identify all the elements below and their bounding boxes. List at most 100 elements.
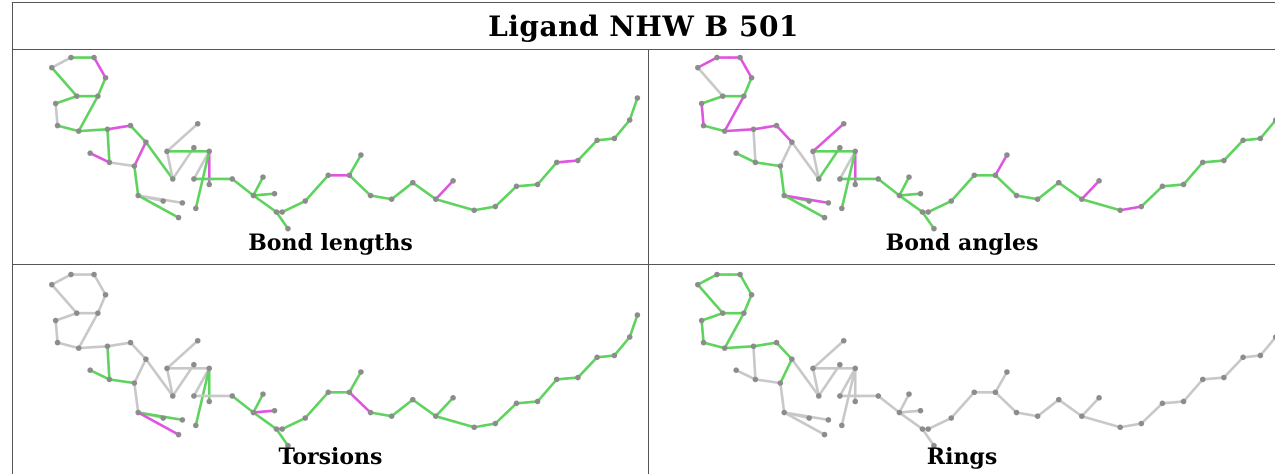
atom-marker [179,417,186,423]
atom-marker [250,409,257,416]
atom-marker [534,398,541,405]
atom-marker [931,225,937,232]
atom-marker [279,209,286,215]
atom-marker [781,409,787,416]
atom-marker [358,152,364,158]
atom-marker [143,356,149,362]
atom-marker [810,365,816,372]
bond-line [1080,414,1103,424]
atom-marker [719,310,726,316]
atom-marker [75,128,82,134]
atom-marker [1221,157,1227,164]
atom-marker [54,122,61,129]
atom-marker [160,198,166,204]
atom-marker [781,192,787,199]
atom-marker [752,159,759,166]
atom-marker [553,159,560,166]
atom-marker [839,205,845,212]
bond-line [315,173,330,190]
bond-line [171,162,185,181]
atom-marker [160,415,166,421]
atom-marker [1117,424,1123,431]
atom-marker [821,431,828,438]
bond-line [804,159,821,181]
atom-marker [358,369,364,375]
bond-line [62,297,79,315]
atom-marker [1013,409,1020,416]
atom-marker [1055,179,1062,186]
caption-rings: Rings [926,444,998,470]
bond-line [136,411,160,425]
atom-marker [906,391,912,397]
atom-marker [260,391,266,397]
bond-line [165,136,184,153]
atom-marker [1138,203,1145,210]
bond-line [847,367,857,399]
atom-marker [837,361,843,368]
atom-marker [821,214,828,221]
bond-line [803,205,826,219]
bond-line [144,140,161,162]
atom-marker [87,150,93,156]
caption-bond-lengths: Bond lengths [248,230,413,256]
atom-marker [971,172,978,179]
atom-marker [279,426,286,432]
atom-marker [1096,395,1102,401]
atom-marker [1117,207,1123,214]
atom-marker [750,343,757,350]
atom-marker [52,100,59,107]
panel-bond-lengths: Bond lengths [13,50,648,264]
atom-marker [626,117,633,123]
atom-marker [325,389,332,396]
atom-marker [49,281,55,288]
table-top-border [12,2,1275,3]
bond-line [144,357,161,379]
atom-marker [752,376,759,383]
bond-line [949,403,965,420]
atom-marker [302,198,309,204]
bond-line [50,283,66,301]
atom-marker [698,100,705,107]
atom-marker [777,380,784,386]
atom-marker [806,415,812,421]
atom-marker [806,198,812,204]
atom-marker [1257,135,1264,142]
bond-line [708,80,725,98]
atom-marker [73,93,80,99]
atom-marker [95,310,101,316]
bond-line [303,186,319,203]
bond-line [158,376,175,398]
bond-line [1080,197,1103,207]
bond-line [782,411,806,425]
atom-marker [789,139,795,145]
atom-marker [191,144,197,151]
atom-marker [325,172,332,179]
atom-marker [433,413,439,419]
atom-marker [175,431,182,438]
bond-line [453,203,476,212]
atom-marker [1079,413,1085,419]
atom-marker [285,225,291,232]
bond-line [696,66,712,84]
atom-marker [175,214,182,221]
atom-marker [700,339,707,346]
atom-marker [1004,152,1010,158]
atom-marker [1240,354,1246,361]
bond-line [77,112,90,133]
bond-line [708,297,725,315]
atom-marker [1034,196,1041,202]
atom-marker [906,174,912,180]
atom-marker [919,209,926,215]
atom-marker [875,176,882,182]
bond-line [77,329,90,350]
atom-marker [409,396,416,403]
atom-marker [594,354,600,361]
bond-line [1099,203,1122,212]
bond-line [194,178,204,210]
atom-marker [733,367,739,373]
ligand-title: Ligand NHW B 501 [488,10,799,43]
atom-marker [721,128,728,134]
atom-marker [741,93,747,99]
table-left-border [12,2,13,474]
bond-line [811,353,830,370]
